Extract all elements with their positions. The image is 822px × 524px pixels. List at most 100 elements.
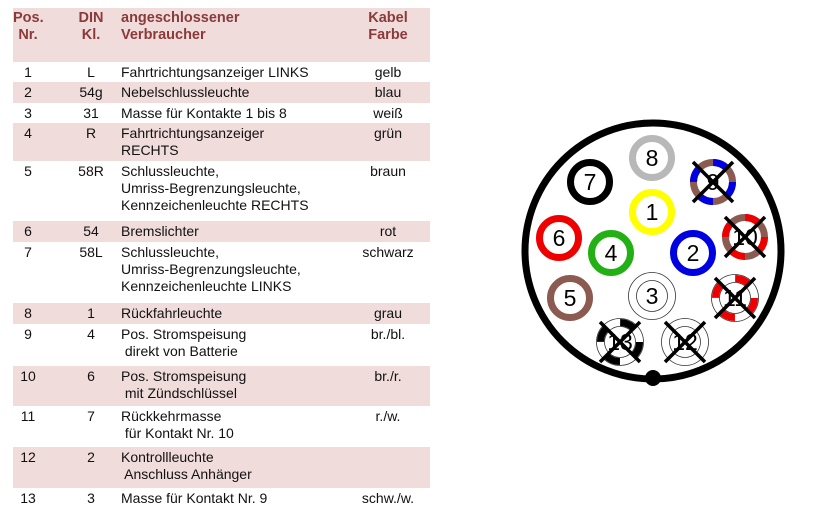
cell-pos: 11 bbox=[20, 408, 36, 424]
pin-assignment-table: Pos. Nr. DIN Kl. angeschlossener Verbrau… bbox=[13, 8, 430, 510]
cell-farbe: schwarz bbox=[362, 244, 414, 260]
pin-8-label: 8 bbox=[646, 145, 659, 171]
cell-din: 3 bbox=[87, 490, 95, 506]
cell-verbraucher: Kontrollleuchte Anschluss Anhänger bbox=[121, 449, 252, 482]
cell-farbe: br./r. bbox=[374, 368, 402, 384]
cell-din: 58L bbox=[79, 244, 103, 260]
cell-verbraucher: Bremslichter bbox=[121, 223, 199, 239]
cell-farbe: weiß bbox=[373, 105, 403, 121]
table-row: 11 7 Rückkehrmasse für Kontakt Nr. 10 r./w. bbox=[13, 406, 430, 447]
cell-verbraucher: Masse für Kontakte 1 bis 8 bbox=[121, 105, 287, 121]
table-row: 10 6 Pos. Stromspeisung mit Zündschlüssel b… bbox=[13, 366, 430, 406]
cell-verbraucher: Masse für Kontakt Nr. 9 bbox=[121, 490, 268, 506]
cell-pos: 2 bbox=[24, 84, 32, 100]
cell-farbe: blau bbox=[374, 84, 402, 100]
pin-6-label: 6 bbox=[553, 225, 566, 251]
pin-10-stripe bbox=[722, 214, 768, 260]
cell-pos: 4 bbox=[24, 125, 32, 141]
table-row: 4 R Fahrtrichtungsanzeiger RECHTS grün bbox=[13, 123, 430, 161]
cell-pos: 9 bbox=[24, 326, 32, 342]
table-row: 5 58R Schlussleuchte, Umriss-Begrenzungsle… bbox=[13, 161, 430, 221]
header-farbe: Kabel Farbe bbox=[368, 10, 408, 43]
cell-farbe: rot bbox=[379, 223, 397, 239]
cell-din: 58R bbox=[78, 163, 104, 179]
cell-din: 54g bbox=[79, 84, 103, 100]
pin-12-cross-icon bbox=[663, 320, 707, 364]
table-row: 6 54 Bremslichter rot bbox=[13, 221, 430, 242]
pin-9-stripe bbox=[690, 159, 736, 205]
cell-verbraucher: Pos. Stromspeisung direkt von Batterie bbox=[121, 326, 247, 359]
cell-farbe: grün bbox=[373, 125, 403, 141]
pin-3-outer bbox=[628, 272, 676, 320]
cell-verbraucher: Schlussleuchte, Umriss-Begrenzungsleucht… bbox=[121, 244, 301, 294]
table-row: 13 3 Masse für Kontakt Nr. 9 schw./w. bbox=[13, 488, 430, 510]
pin-1-ring bbox=[629, 189, 675, 235]
header-pos: Pos. Nr. bbox=[13, 10, 44, 43]
cell-din: 6 bbox=[87, 368, 95, 384]
pin-11-inner bbox=[719, 282, 751, 314]
cell-verbraucher: Nebelschlussleuchte bbox=[121, 84, 250, 100]
pin-6-ring bbox=[536, 215, 582, 261]
pin-5-ring bbox=[547, 275, 593, 321]
pin-13-stripe bbox=[597, 319, 643, 365]
table-row: 9 4 Pos. Stromspeisung direkt von Batterie… bbox=[13, 324, 430, 366]
table-row: 3 31 Masse für Kontakte 1 bis 8 weiß bbox=[13, 103, 430, 123]
cell-pos: 7 bbox=[24, 244, 32, 260]
cell-verbraucher: Fahrtrichtungsanzeiger LINKS bbox=[121, 64, 309, 80]
cell-farbe: grau bbox=[373, 305, 403, 321]
pin-3-label: 3 bbox=[646, 283, 659, 309]
cell-farbe: br./bl. bbox=[370, 326, 406, 342]
table-header: Pos. Nr. DIN Kl. angeschlossener Verbrau… bbox=[13, 8, 430, 62]
cell-pos: 3 bbox=[24, 105, 32, 121]
pin-10-cross-icon bbox=[723, 215, 767, 259]
cell-verbraucher: Schlussleuchte, Umriss-Begrenzungsleucht… bbox=[121, 163, 309, 213]
cell-pos: 13 bbox=[20, 490, 36, 506]
cell-farbe: gelb bbox=[374, 64, 402, 80]
pin-4-ring bbox=[588, 230, 634, 276]
table-row: 8 1 Rückfahrleuchte grau bbox=[13, 303, 430, 324]
pin-5-label: 5 bbox=[564, 285, 577, 311]
cell-verbraucher: Fahrtrichtungsanzeiger RECHTS bbox=[121, 125, 265, 158]
pin-13-cross-icon bbox=[598, 320, 642, 364]
cell-din: 54 bbox=[83, 223, 99, 239]
pin-13-inner bbox=[604, 326, 636, 358]
table-row: 12 2 Kontrollleuchte Anschluss Anhänger bbox=[13, 447, 430, 488]
pin-2-ring bbox=[670, 230, 716, 276]
cell-farbe: braun bbox=[370, 163, 406, 179]
cell-din: L bbox=[87, 64, 95, 80]
cell-din: 4 bbox=[87, 326, 95, 342]
cell-din: 2 bbox=[87, 449, 95, 465]
cell-pos: 1 bbox=[24, 64, 32, 80]
pin-8-ring bbox=[629, 135, 675, 181]
pin-11-stripe bbox=[712, 275, 758, 321]
header-verbraucher: angeschlossener Verbraucher bbox=[121, 10, 240, 43]
connector-notch bbox=[645, 370, 661, 386]
cell-farbe: schw./w. bbox=[361, 490, 415, 506]
cell-verbraucher: Rückfahrleuchte bbox=[121, 305, 223, 321]
header-din: DIN Kl. bbox=[78, 10, 104, 43]
cell-farbe: r./w. bbox=[375, 408, 401, 424]
table-row: 1 L Fahrtrichtungsanzeiger LINKS gelb bbox=[13, 62, 430, 82]
cell-pos: 12 bbox=[20, 449, 36, 465]
pin-11-cross-icon bbox=[713, 276, 757, 320]
pin-7-ring bbox=[567, 159, 613, 205]
cell-verbraucher: Pos. Stromspeisung mit Zündschlüssel bbox=[121, 368, 247, 401]
table-row: 2 54g Nebelschlussleuchte blau bbox=[13, 82, 430, 103]
table-row: 7 58L Schlussleuchte, Umriss-Begrenzungsle… bbox=[13, 242, 430, 303]
cell-din: 1 bbox=[87, 305, 95, 321]
cell-din: 31 bbox=[83, 105, 99, 121]
cell-din: R bbox=[85, 125, 97, 141]
pin-1-label: 1 bbox=[646, 199, 659, 225]
pin-4-label: 4 bbox=[605, 240, 618, 266]
pin-7-label: 7 bbox=[584, 169, 597, 195]
cell-pos: 6 bbox=[24, 223, 32, 239]
cell-din: 7 bbox=[87, 408, 95, 424]
cell-pos: 10 bbox=[20, 368, 36, 384]
cell-pos: 5 bbox=[24, 163, 32, 179]
pin-3-inner bbox=[636, 280, 668, 312]
pin-9-cross-icon bbox=[691, 160, 735, 204]
pin-2-label: 2 bbox=[687, 240, 700, 266]
cell-pos: 8 bbox=[24, 305, 32, 321]
cell-verbraucher: Rückkehrmasse für Kontakt Nr. 10 bbox=[121, 408, 234, 441]
